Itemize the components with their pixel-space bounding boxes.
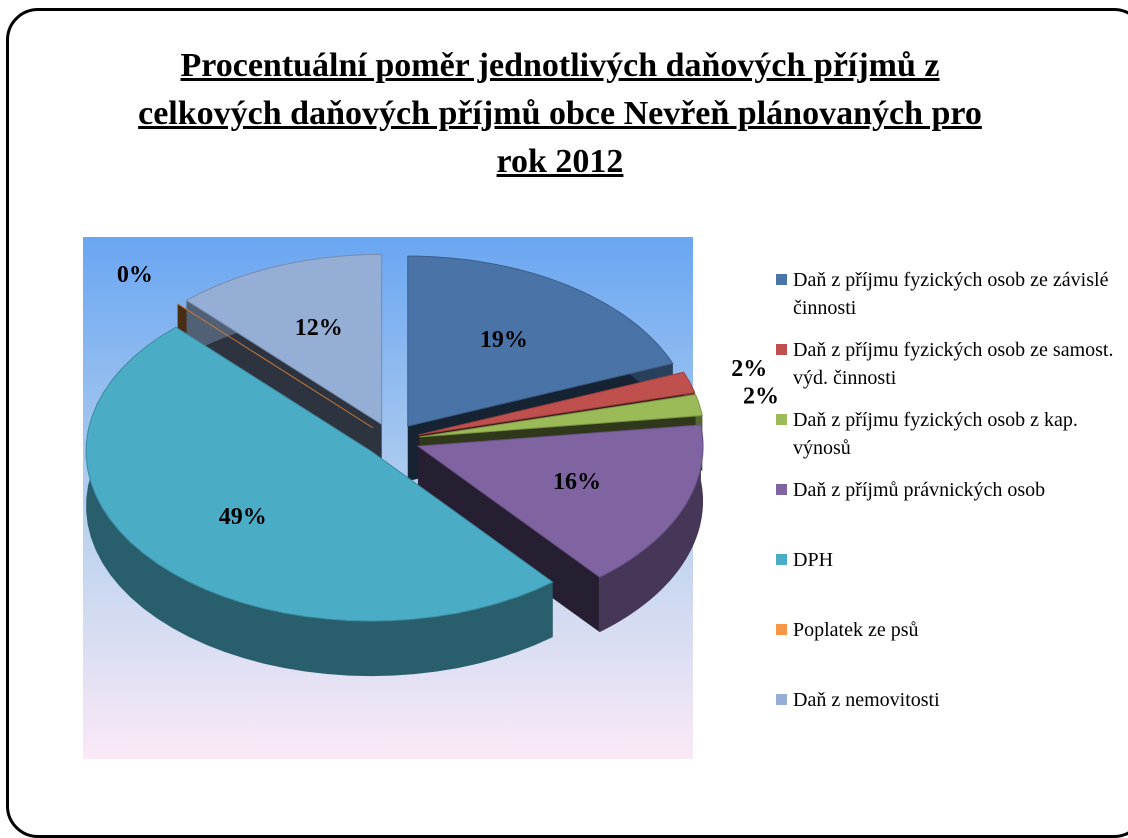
data-label: 49% (219, 504, 267, 530)
legend-label: DPH (793, 549, 834, 571)
legend-swatch (776, 274, 787, 285)
slice (416, 424, 704, 578)
legend-item: Daň z příjmu fyzických osob ze závislé č… (776, 266, 1121, 336)
legend-label: Daň z příjmu fyzických osob z kap. výnos… (793, 409, 1078, 459)
legend-item: Daň z příjmu fyzických osob z kap. výnos… (776, 406, 1121, 476)
legend-swatch (776, 414, 787, 425)
legend-item: Poplatek ze psů (776, 616, 1121, 686)
legend-swatch (776, 694, 787, 705)
legend-item: Daň z příjmu fyzických osob ze samost. v… (776, 336, 1121, 406)
legend-label: Daň z příjmu fyzických osob ze samost. v… (793, 339, 1114, 389)
data-label: 16% (553, 469, 601, 495)
legend-swatch (776, 484, 787, 495)
legend-item: DPH (776, 546, 1121, 616)
slice-side (599, 424, 704, 633)
data-label: 2% (743, 383, 779, 409)
legend-item: Daň z nemovitosti (776, 686, 1121, 756)
slices (85, 253, 704, 622)
legend-label: Daň z příjmu fyzických osob ze závislé č… (793, 269, 1109, 319)
slice (418, 371, 696, 436)
slice (85, 326, 554, 622)
data-label: 19% (480, 327, 528, 353)
data-label: 0% (117, 262, 153, 288)
legend-swatch (776, 344, 787, 355)
data-label: 2% (731, 356, 767, 382)
legend-swatch (776, 624, 787, 635)
slice-wall (418, 446, 600, 633)
legend-label: Daň z nemovitosti (793, 689, 940, 711)
legend-item: Daň z příjmů právnických osob (776, 476, 1121, 546)
chart: 19% 2%2% 16% 49% 0% 12% (83, 237, 779, 759)
chart-title: Procentuální poměr jednotlivých daňových… (138, 47, 982, 180)
page: Procentuální poměr jednotlivých daňových… (6, 8, 1128, 838)
slice (419, 394, 703, 438)
legend: Daň z příjmu fyzických osob ze závislé č… (776, 266, 1121, 756)
slice (407, 255, 674, 427)
slice (177, 303, 374, 429)
slice-side (86, 327, 553, 677)
data-label: 12% (295, 315, 343, 341)
legend-swatch (776, 554, 787, 565)
slice (185, 253, 383, 426)
legend-label: Daň z příjmů právnických osob (793, 479, 1046, 501)
legend-label: Poplatek ze psů (793, 619, 919, 641)
